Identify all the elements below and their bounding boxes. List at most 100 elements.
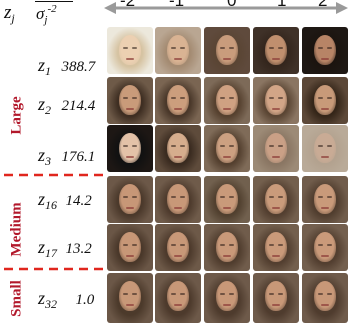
face-thumbnail: [155, 273, 201, 323]
face-region: [216, 133, 238, 163]
face-region: [216, 281, 238, 311]
face-region: [314, 232, 336, 262]
face-region: [119, 184, 141, 214]
face-thumbnail: [302, 27, 348, 74]
face-eye: [171, 97, 176, 99]
row-label-z32: z32 1.0: [38, 288, 95, 311]
face-thumbnail: [155, 125, 201, 172]
face-thumbnail: [253, 77, 299, 124]
face-eye: [318, 196, 323, 198]
face-eye: [123, 97, 128, 99]
face-region: [119, 35, 141, 65]
face-thumbnail: [253, 224, 299, 271]
face-eye: [220, 244, 225, 246]
row-label-z3: z3 176.1: [38, 145, 96, 168]
face-eye: [132, 145, 137, 147]
row-label-z16: z16 14.2: [38, 189, 92, 212]
face-mouth: [223, 58, 231, 60]
face-mouth: [223, 156, 231, 158]
face-region: [216, 85, 238, 115]
face-mouth: [321, 304, 329, 306]
face-thumbnail: [204, 273, 250, 323]
face-eye: [269, 47, 274, 49]
face-mouth: [126, 156, 134, 158]
face-eye: [220, 293, 225, 295]
face-thumbnail: [155, 176, 201, 223]
face-mouth: [174, 255, 182, 257]
face-eye: [180, 244, 185, 246]
face-thumbnail: [302, 125, 348, 172]
face-mouth: [272, 255, 280, 257]
face-region: [167, 85, 189, 115]
face-eye: [132, 293, 137, 295]
face-eye: [318, 293, 323, 295]
face-region: [216, 232, 238, 262]
face-eye: [229, 97, 234, 99]
face-eye: [327, 293, 332, 295]
face-eye: [220, 47, 225, 49]
face-eye: [123, 47, 128, 49]
face-eye: [180, 196, 185, 198]
face-eye: [269, 145, 274, 147]
face-eye: [229, 47, 234, 49]
face-eye: [327, 196, 332, 198]
face-thumbnail: [204, 77, 250, 124]
traversal-axis-arrow: [104, 2, 348, 14]
face-eye: [171, 196, 176, 198]
face-eye: [229, 145, 234, 147]
face-mouth: [223, 304, 231, 306]
face-region: [314, 133, 336, 163]
face-region: [167, 35, 189, 65]
face-mouth: [321, 58, 329, 60]
face-eye: [269, 97, 274, 99]
face-mouth: [272, 58, 280, 60]
face-mouth: [223, 108, 231, 110]
face-eye: [171, 47, 176, 49]
face-mouth: [321, 108, 329, 110]
face-region: [119, 281, 141, 311]
face-thumbnail: [107, 27, 153, 74]
face-thumbnail: [302, 176, 348, 223]
face-eye: [229, 244, 234, 246]
face-eye: [123, 244, 128, 246]
face-eye: [220, 97, 225, 99]
face-eye: [123, 196, 128, 198]
face-mouth: [126, 108, 134, 110]
face-eye: [123, 293, 128, 295]
face-region: [314, 281, 336, 311]
face-region: [265, 35, 287, 65]
face-eye: [318, 244, 323, 246]
face-thumbnail: [253, 176, 299, 223]
face-eye: [180, 47, 185, 49]
face-region: [167, 133, 189, 163]
face-mouth: [174, 207, 182, 209]
column-label-3: 1: [277, 0, 287, 10]
face-region: [265, 184, 287, 214]
face-mouth: [174, 156, 182, 158]
face-eye: [278, 47, 283, 49]
face-mouth: [174, 304, 182, 306]
row-label-z17: z17 13.2: [38, 237, 92, 260]
face-mouth: [174, 58, 182, 60]
face-thumbnail: [155, 77, 201, 124]
face-thumbnail: [253, 125, 299, 172]
face-region: [265, 85, 287, 115]
face-thumbnail: [107, 176, 153, 223]
face-mouth: [223, 255, 231, 257]
face-thumbnail: [107, 77, 153, 124]
face-eye: [278, 145, 283, 147]
face-eye: [318, 47, 323, 49]
row-label-z2: z2 214.4: [38, 94, 96, 117]
header-sigma-label: σj-2: [35, 1, 73, 26]
face-eye: [269, 244, 274, 246]
face-thumbnail: [155, 27, 201, 74]
face-thumbnail: [204, 176, 250, 223]
face-eye: [220, 196, 225, 198]
face-eye: [229, 196, 234, 198]
face-thumbnail: [204, 125, 250, 172]
face-mouth: [223, 207, 231, 209]
face-region: [265, 133, 287, 163]
face-thumbnail: [302, 77, 348, 124]
face-region: [167, 281, 189, 311]
face-mouth: [174, 108, 182, 110]
